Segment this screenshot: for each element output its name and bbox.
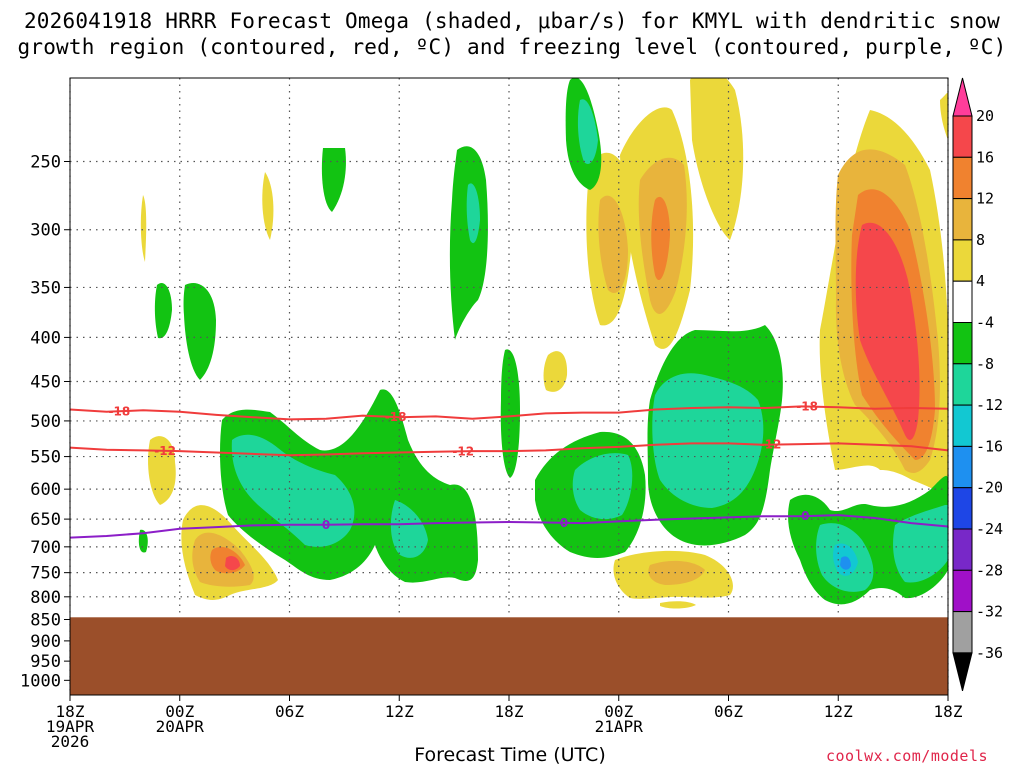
x-tick-label: 2026: [51, 732, 90, 751]
chart-title-line2: growth region (contoured, red, ºC) and f…: [17, 35, 1007, 59]
contour-label: 0: [560, 516, 568, 530]
colorbar-top-arrow: [952, 77, 973, 117]
y-tick-label: 850: [30, 611, 61, 631]
y-tick-label: 1000: [20, 671, 61, 691]
contour-line: [70, 514, 948, 539]
colorbar-segment: [952, 528, 973, 571]
x-tick-label: 19APR: [46, 717, 95, 736]
colorbar-label: -28: [976, 561, 1003, 579]
x-tick-label: 20APR: [156, 717, 205, 736]
colorbar-segment: [952, 280, 973, 324]
y-tick-label: 900: [30, 632, 61, 652]
colorbar-segment: [952, 198, 973, 241]
site-credit: coolwx.com/models: [826, 747, 989, 765]
contour-label: -18: [385, 410, 407, 424]
temperature-contours: -18 -18 -18 -12 -12 -12 0 0 0: [70, 400, 948, 539]
colorbar-label: -4: [976, 314, 994, 332]
omega-shade-plus16: [225, 222, 920, 571]
colorbar-label: -16: [976, 437, 1003, 455]
x-tick-label: 18Z: [56, 702, 85, 721]
colorbar-segment: [952, 239, 973, 282]
colorbar-label: 12: [976, 190, 994, 208]
x-tick-label: 12Z: [385, 702, 414, 721]
omega-shading: [138, 78, 948, 609]
colorbar-segment: [952, 487, 973, 530]
colorbar-label: -24: [976, 520, 1003, 538]
contour-label: -12: [452, 444, 474, 458]
x-tick-label: 06Z: [275, 702, 304, 721]
x-tick-label: 12Z: [824, 702, 853, 721]
y-tick-label: 250: [30, 153, 61, 173]
colorbar: 20 16 12 8 4 -4 -8 -12 -16 -20 -24 -28 -32 -36: [952, 77, 1003, 692]
y-tick-label: 800: [30, 588, 61, 608]
colorbar-label: 16: [976, 148, 994, 166]
colorbar-label: 8: [976, 231, 985, 249]
colorbar-segment: [952, 156, 973, 200]
colorbar-label: -32: [976, 603, 1003, 621]
colorbar-segment: [952, 611, 973, 654]
x-axis-label: Forecast Time (UTC): [414, 744, 606, 766]
contour-label: -12: [154, 444, 176, 458]
x-tick-label: 00Z: [165, 702, 194, 721]
y-tick-label: 650: [30, 510, 61, 530]
y-tick-label: 550: [30, 448, 61, 468]
y-tick-label: 600: [30, 480, 61, 500]
chart-title-line1: 2026041918 HRRR Forecast Omega (shaded, …: [23, 9, 1001, 33]
contour-label: -18: [109, 404, 131, 418]
colorbar-label: -36: [976, 644, 1003, 662]
x-tick-label: 06Z: [714, 702, 743, 721]
colorbar-label: -12: [976, 396, 1003, 414]
y-tick-label: 500: [30, 412, 61, 432]
y-tick-label: 450: [30, 372, 61, 392]
y-tick-label: 750: [30, 564, 61, 584]
y-axis-pressure-ticks: 2503003504004505005506006507007508008509…: [20, 153, 70, 691]
contour-line: [70, 405, 948, 421]
colorbar-segment: [952, 404, 973, 447]
colorbar-segment: [952, 569, 973, 613]
x-tick-label: 21APR: [595, 717, 644, 736]
colorbar-segment: [952, 322, 973, 365]
y-tick-label: 950: [30, 652, 61, 672]
colorbar-label: 20: [976, 107, 994, 125]
contour-label: -18: [796, 400, 818, 414]
contour-label: 0: [801, 509, 809, 523]
colorbar-label: -8: [976, 355, 994, 373]
contour-label: -12: [760, 438, 782, 452]
omega-shade-minus16: [840, 556, 851, 570]
colorbar-label: 4: [976, 272, 985, 290]
ground-below-surface: [70, 617, 948, 695]
colorbar-segment: [952, 445, 973, 489]
colorbar-segment: [952, 115, 973, 158]
contour-line: [70, 442, 948, 457]
colorbar-bottom-arrow: [952, 652, 973, 692]
y-tick-label: 700: [30, 538, 61, 558]
contour-label: 0: [322, 518, 330, 532]
colorbar-segment: [952, 363, 973, 406]
x-tick-label: 18Z: [934, 702, 963, 721]
y-tick-label: 350: [30, 278, 61, 298]
y-tick-label: 400: [30, 328, 61, 348]
x-tick-label: 18Z: [495, 702, 524, 721]
y-tick-label: 300: [30, 221, 61, 241]
x-tick-label: 00Z: [604, 702, 633, 721]
colorbar-label: -20: [976, 479, 1003, 497]
